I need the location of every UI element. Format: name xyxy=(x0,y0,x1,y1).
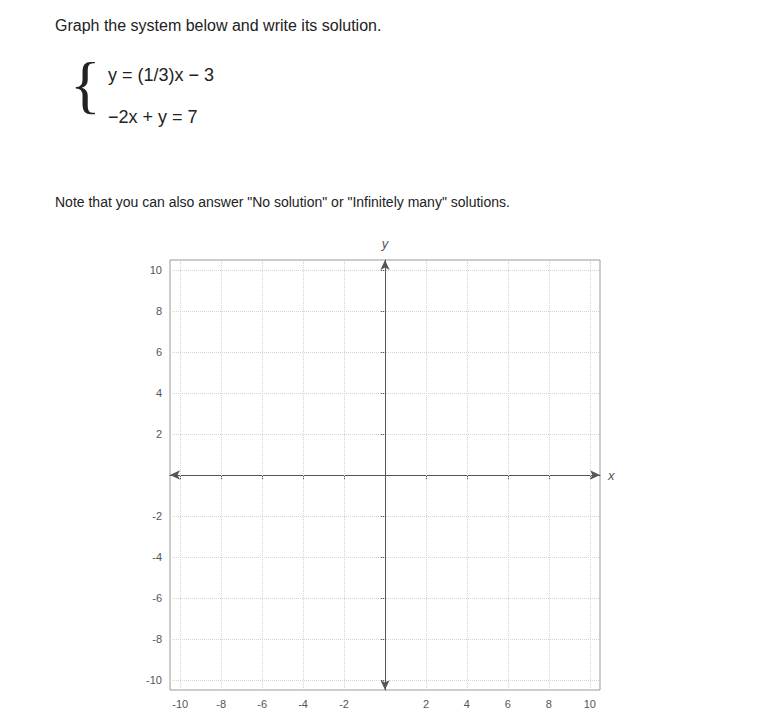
svg-text:-4: -4 xyxy=(298,698,308,710)
svg-text:-6: -6 xyxy=(257,698,267,710)
svg-text:10: 10 xyxy=(150,264,162,276)
svg-text:-6: -6 xyxy=(152,592,162,604)
svg-text:-8: -8 xyxy=(216,698,226,710)
svg-text:-10: -10 xyxy=(172,698,188,710)
svg-text:6: 6 xyxy=(505,698,511,710)
svg-text:-4: -4 xyxy=(152,551,162,563)
svg-text:10: 10 xyxy=(584,698,596,710)
svg-text:2: 2 xyxy=(156,428,162,440)
svg-text:2: 2 xyxy=(423,698,429,710)
svg-text:-2: -2 xyxy=(152,510,162,522)
svg-text:y = (1/3)x − 3: y = (1/3)x − 3 xyxy=(108,65,214,85)
svg-text:y: y xyxy=(381,236,390,251)
svg-text:8: 8 xyxy=(546,698,552,710)
svg-text:-10: -10 xyxy=(146,674,162,686)
svg-text:-8: -8 xyxy=(152,633,162,645)
svg-text:4: 4 xyxy=(464,698,470,710)
svg-text:4: 4 xyxy=(156,387,162,399)
svg-text:x: x xyxy=(607,468,615,483)
svg-text:Graph the system below and wri: Graph the system below and write its sol… xyxy=(55,17,381,34)
svg-text:-2: -2 xyxy=(339,698,349,710)
svg-text:6: 6 xyxy=(156,346,162,358)
svg-text:Note that you can also answer: Note that you can also answer "No soluti… xyxy=(55,194,510,210)
svg-text:{: { xyxy=(70,49,101,120)
svg-text:−2x + y = 7: −2x + y = 7 xyxy=(108,107,198,127)
svg-text:8: 8 xyxy=(156,305,162,317)
